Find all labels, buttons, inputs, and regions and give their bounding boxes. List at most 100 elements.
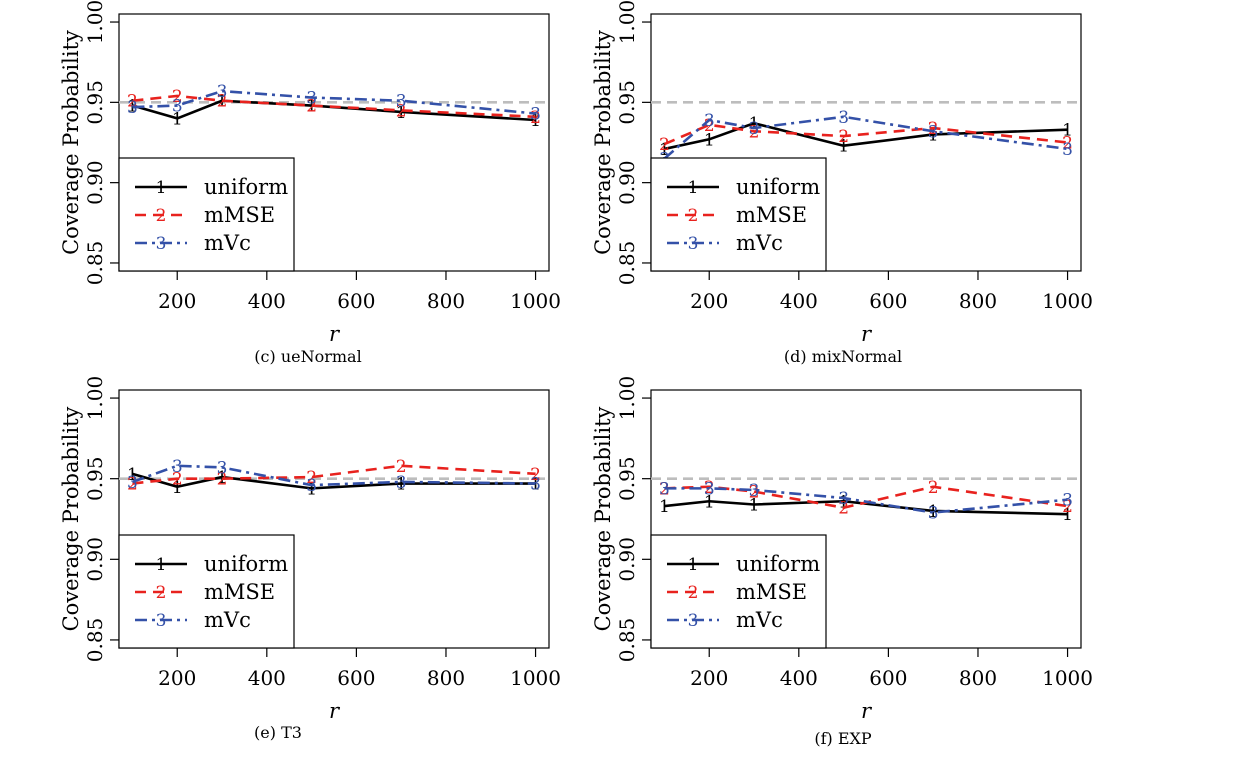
legend-marker-uniform: 1 (156, 178, 167, 198)
chart-panel-2: 200 400 600 800 1000 0.85 0.90 0.95 1.00Coverage… (591, 0, 1093, 366)
series-line-mMSE (663, 123, 1068, 146)
x-tick-label: 800 (427, 289, 465, 313)
legend-label-uniform: uniform (736, 552, 820, 576)
panel-caption: (c) ueNormal (254, 347, 361, 366)
legend-marker-mVc: 3 (688, 611, 699, 631)
data-point-uniform: 1 (306, 97, 317, 117)
data-point-mVc: 3 (530, 475, 541, 495)
y-tick-label: 0.95 (615, 80, 639, 125)
data-point-mMSE: 2 (838, 499, 849, 519)
data-point-mVc: 3 (749, 119, 760, 139)
x-axis-label: r (329, 699, 341, 723)
legend-box (118, 534, 295, 649)
series-line-mVc (132, 89, 536, 115)
chart-panel-4: 200 400 600 800 1000 0.85 0.90 0.95 1.00Coverage… (591, 376, 1093, 748)
legend-marker-mVc: 3 (688, 234, 699, 254)
series-line-mVc (664, 487, 1068, 514)
legend-label-mVc: mVc (736, 608, 783, 632)
legend-marker-mVc: 3 (156, 234, 167, 254)
data-point-uniform: 1 (396, 103, 407, 123)
legend-label-mMSE: mMSE (736, 203, 807, 227)
x-tick-label: 600 (337, 289, 375, 313)
series-line-mMSE (132, 464, 536, 485)
data-point-uniform: 1 (530, 111, 541, 131)
data-point-mVc: 3 (659, 479, 670, 499)
x-tick-label: 1000 (510, 666, 561, 690)
series-line-mMSE (132, 94, 536, 119)
x-axis-label: r (329, 322, 341, 346)
legend-label-uniform: uniform (736, 175, 820, 199)
data-point-mVc: 3 (838, 489, 849, 509)
data-point-mMSE: 2 (306, 468, 317, 488)
data-point-mMSE: 2 (396, 457, 407, 477)
data-point-uniform: 1 (127, 465, 138, 485)
data-point-uniform: 1 (838, 137, 849, 157)
x-tick-label: 1000 (1042, 666, 1093, 690)
legend-label-mVc: mVc (204, 608, 251, 632)
y-tick-label: 1.00 (83, 376, 107, 421)
y-axis-label: Coverage Probability (59, 406, 83, 631)
y-tick-label: 0.95 (83, 80, 107, 125)
data-point-mMSE: 2 (1062, 497, 1073, 517)
x-tick-label: 800 (959, 666, 997, 690)
series-line-uniform (132, 472, 536, 490)
x-tick-label: 800 (959, 289, 997, 313)
data-point-uniform: 1 (659, 140, 670, 160)
panel-caption: (e) T3 (254, 723, 302, 742)
data-point-mVc: 3 (306, 476, 317, 496)
data-point-mMSE: 2 (530, 465, 541, 485)
y-axis-label: Coverage Probability (59, 30, 83, 255)
data-point-uniform: 1 (1062, 505, 1073, 525)
data-point-mVc: 3 (127, 98, 138, 118)
data-point-mVc: 3 (172, 97, 183, 117)
data-point-uniform: 1 (838, 492, 849, 512)
x-tick-label: 600 (337, 666, 375, 690)
y-tick-label: 1.00 (615, 0, 639, 44)
data-point-mVc: 3 (396, 473, 407, 493)
x-tick-label: 600 (869, 666, 907, 690)
data-point-mMSE: 2 (127, 475, 138, 495)
y-tick-label: 0.85 (615, 618, 639, 663)
y-tick-label: 0.95 (83, 456, 107, 501)
chart-panel-3: 200 400 600 800 1000 0.85 0.90 0.95 1.00Coverage… (59, 376, 561, 742)
legend-label-mMSE: mMSE (204, 203, 275, 227)
data-point-mMSE: 2 (749, 122, 760, 142)
data-point-mMSE: 2 (928, 478, 939, 498)
x-tick-label: 200 (158, 289, 196, 313)
data-point-mVc: 3 (704, 479, 715, 499)
y-tick-label: 1.00 (615, 376, 639, 421)
plot-frame (118, 13, 550, 272)
data-point-mMSE: 2 (530, 108, 541, 128)
chart-panel-1: 200 400 600 800 1000 0.85 0.90 0.95 1.00Coverage… (59, 0, 561, 366)
legend-marker-mMSE: 2 (156, 206, 167, 226)
y-tick-label: 0.90 (83, 160, 107, 205)
y-axis-label: Coverage Probability (591, 406, 615, 631)
x-tick-label: 200 (690, 666, 728, 690)
data-point-uniform: 1 (749, 495, 760, 515)
legend-label-uniform: uniform (204, 552, 288, 576)
y-tick-label: 0.85 (83, 241, 107, 286)
data-point-uniform: 1 (396, 475, 407, 495)
data-point-mMSE: 2 (217, 470, 228, 490)
y-tick-label: 0.85 (83, 618, 107, 663)
x-axis-label: r (861, 322, 873, 346)
x-axis-label: r (861, 699, 873, 723)
x-tick-label: 400 (248, 666, 286, 690)
x-tick-label: 1000 (1042, 289, 1093, 313)
y-tick-label: 0.85 (615, 241, 639, 286)
data-point-mVc: 3 (530, 105, 541, 125)
data-point-uniform: 1 (306, 479, 317, 499)
legend-box (650, 157, 827, 272)
series-line-mVc (663, 115, 1068, 160)
data-point-uniform: 1 (530, 475, 541, 495)
legend-marker-mVc: 3 (156, 611, 167, 631)
legend-label-uniform: uniform (204, 175, 288, 199)
legend: 1 uniform 2 mMSE 3 mVc (118, 157, 295, 272)
data-point-mVc: 3 (928, 504, 939, 524)
y-tick-label: 0.95 (615, 456, 639, 501)
y-axis-label: Coverage Probability (591, 30, 615, 255)
data-point-mMSE: 2 (704, 116, 715, 136)
legend-marker-mMSE: 2 (688, 583, 699, 603)
data-point-mVc: 3 (1062, 491, 1073, 511)
x-tick-label: 200 (158, 666, 196, 690)
